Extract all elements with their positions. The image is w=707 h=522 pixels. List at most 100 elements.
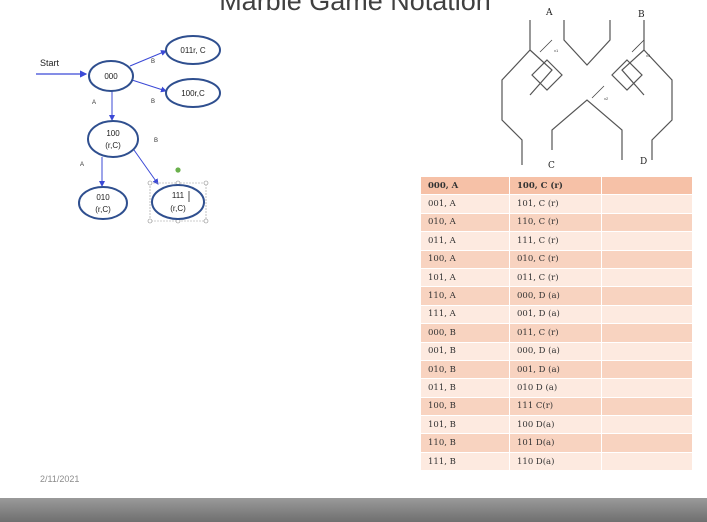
node-010-label-2: (r,C) <box>95 205 111 214</box>
node-010[interactable] <box>78 186 128 220</box>
table-cell <box>601 323 693 343</box>
table-cell: 111, C (r) <box>509 231 602 251</box>
node-111[interactable] <box>151 184 205 220</box>
table-cell <box>601 175 693 196</box>
edge-label-a1: A <box>92 100 96 106</box>
node-010-label-1: 010 <box>96 193 110 202</box>
table-cell: 110 D(a) <box>509 451 602 472</box>
table-cell <box>601 378 693 398</box>
node-100-label-1: 100 <box>106 129 120 138</box>
resize-handle[interactable] <box>203 180 209 186</box>
edge-000-011 <box>129 50 167 67</box>
table-cell: 000, B <box>420 323 510 343</box>
table-cell: 000, D (a) <box>509 286 602 306</box>
resize-handle[interactable] <box>147 218 153 224</box>
table-row: 110, B 101 D(a) <box>420 433 693 453</box>
slide-date: 2/11/2021 <box>40 474 80 484</box>
table-cell <box>601 212 693 233</box>
table-cell <box>601 194 693 214</box>
table-cell: 101 D(a) <box>509 433 602 453</box>
edge-label-b1: B <box>151 59 155 65</box>
input-b-label: B <box>638 10 645 20</box>
table-cell <box>601 415 693 435</box>
table-cell: 110, C (r) <box>509 212 602 233</box>
node-000-label: 000 <box>104 72 118 81</box>
table-cell: 100, B <box>420 396 510 417</box>
node-100[interactable] <box>87 120 139 158</box>
table-cell <box>601 304 693 325</box>
table-cell <box>601 267 693 288</box>
output-c-label: C <box>548 161 555 171</box>
table-row: 010, B 001, D (a) <box>420 359 693 380</box>
table-row: 000, A 100, C (r) <box>420 175 693 196</box>
table-cell <box>601 249 693 269</box>
table-cell: 000, D (a) <box>509 341 602 361</box>
node-111-label-2: (r,C) <box>170 204 186 213</box>
table-cell: 001, D (a) <box>509 359 602 380</box>
input-a-label: A <box>545 8 553 18</box>
table-cell: 110, A <box>420 286 510 306</box>
table-row: 100, A 010, C (r) <box>420 249 693 269</box>
table-cell: 101, C (r) <box>509 194 602 214</box>
node-100-label-2: (r,C) <box>105 141 121 150</box>
table-cell: 010, B <box>420 359 510 380</box>
table-cell: 100 D(a) <box>509 415 602 435</box>
table-row: 111, A 001, D (a) <box>420 304 693 325</box>
edge-label-a2: A <box>80 162 84 168</box>
node-011[interactable] <box>165 35 221 65</box>
edge-100-111 <box>133 149 159 185</box>
edge-label-b2: B <box>151 99 155 105</box>
table-cell <box>601 396 693 417</box>
output-d-label: D <box>640 157 647 167</box>
table-row: 101, B 100 D(a) <box>420 415 693 435</box>
table-row: 110, A 000, D (a) <box>420 286 693 306</box>
node-100rc[interactable] <box>165 78 221 108</box>
edge-000-100rc <box>131 79 167 93</box>
table-cell: 000, A <box>420 175 510 196</box>
table-cell: 101, A <box>420 267 510 288</box>
table-cell: 111 C(r) <box>509 396 602 417</box>
table-row: 011, A 111, C (r) <box>420 231 693 251</box>
marble-machine-diagram: A B C D x1 x3 x2 <box>501 8 673 171</box>
lever-x2-label: x2 <box>604 96 609 101</box>
table-cell: 010, A <box>420 212 510 233</box>
table-cell: 111, B <box>420 451 510 472</box>
table-cell <box>601 451 693 472</box>
table-cell <box>601 286 693 306</box>
node-100rc-label: 100r,C <box>181 89 205 98</box>
table-cell: 001, A <box>420 194 510 214</box>
presentation-bottom-bar <box>0 498 707 522</box>
table-cell: 001, D (a) <box>509 304 602 325</box>
lever-x1-label: x1 <box>554 48 559 53</box>
table-cell <box>601 231 693 251</box>
table-cell: 101, B <box>420 415 510 435</box>
table-row: 011, B 010 D (a) <box>420 378 693 398</box>
rotate-handle[interactable] <box>175 167 181 173</box>
node-000[interactable] <box>88 60 134 92</box>
table-row: 100, B 111 C(r) <box>420 396 693 417</box>
table-cell: 011, C (r) <box>509 267 602 288</box>
table-cell: 001, B <box>420 341 510 361</box>
table-row: 111, B 110 D(a) <box>420 451 693 472</box>
table-row: 010, A 110, C (r) <box>420 212 693 233</box>
table-row: 101, A 011, C (r) <box>420 267 693 288</box>
state-diagram: Start B B A A B 000 011r, C 100r,C 100 (… <box>36 35 221 224</box>
slide-title: Marble Game Notation <box>219 0 491 16</box>
start-label: Start <box>40 58 60 68</box>
node-011-label: 011r, C <box>180 46 205 55</box>
transition-table: 000, A 100, C (r) 001, A 101, C (r) 010,… <box>420 175 693 472</box>
table-cell <box>601 433 693 453</box>
node-111-label-1: 111 <box>172 191 185 200</box>
table-cell <box>601 341 693 361</box>
table-cell: 100, A <box>420 249 510 269</box>
table-cell <box>601 359 693 380</box>
resize-handle[interactable] <box>203 218 209 224</box>
table-cell: 011, B <box>420 378 510 398</box>
table-row: 001, A 101, C (r) <box>420 194 693 214</box>
edge-label-b3: B <box>154 138 158 144</box>
table-cell: 011, C (r) <box>509 323 602 343</box>
resize-handle[interactable] <box>147 180 153 186</box>
table-cell: 011, A <box>420 231 510 251</box>
lever-x3-label: x3 <box>646 53 651 58</box>
table-cell: 010, C (r) <box>509 249 602 269</box>
